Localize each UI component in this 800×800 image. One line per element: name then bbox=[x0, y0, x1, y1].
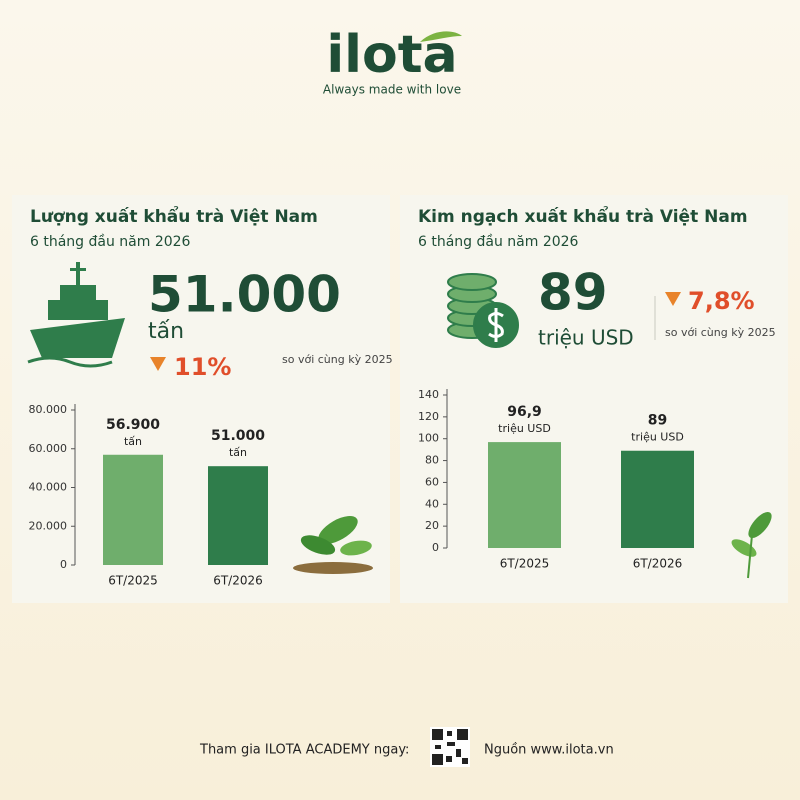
y-tick-label: 140 bbox=[418, 388, 439, 401]
down-arrow bbox=[665, 292, 681, 306]
value-label: 89 bbox=[648, 413, 667, 429]
headline-unit: tấn bbox=[148, 319, 184, 344]
panel bbox=[400, 195, 788, 603]
headline-comparison: so với cùng kỳ 2025 bbox=[282, 353, 393, 366]
y-tick-label: 60.000 bbox=[29, 442, 68, 455]
y-tick-label: 40.000 bbox=[29, 481, 68, 494]
y-tick-label: 120 bbox=[418, 410, 439, 423]
headline-unit: triệu USD bbox=[538, 326, 634, 350]
y-tick-label: 0 bbox=[432, 541, 439, 554]
panel-title: Kim ngạch xuất khẩu trà Việt Nam bbox=[418, 205, 748, 227]
x-tick-label: 6T/2025 bbox=[500, 557, 550, 571]
y-tick-label: 0 bbox=[60, 558, 67, 571]
coins-icon bbox=[447, 273, 519, 348]
panel-title: Lượng xuất khẩu trà Việt Nam bbox=[30, 205, 318, 227]
value-label: 96,9 bbox=[507, 404, 542, 420]
qr-code bbox=[430, 727, 470, 767]
logo-leaf bbox=[420, 31, 462, 42]
value-label: 56.900 bbox=[106, 417, 160, 433]
tea-leaves bbox=[293, 511, 772, 579]
value-unit: triệu USD bbox=[631, 431, 684, 444]
headline-value: 89 bbox=[538, 264, 608, 322]
y-tick-label: 80.000 bbox=[29, 403, 68, 416]
y-tick-label: 20.000 bbox=[29, 519, 68, 532]
down-arrow bbox=[150, 357, 166, 371]
x-tick-label: 6T/2026 bbox=[633, 557, 683, 571]
value-unit: triệu USD bbox=[498, 422, 551, 435]
footer-cta: Tham gia ILOTA ACADEMY ngay: bbox=[199, 743, 409, 758]
bar bbox=[621, 450, 694, 548]
value-label: 51.000 bbox=[211, 428, 265, 444]
headline-change: 11% bbox=[174, 353, 231, 381]
ship-icon bbox=[27, 262, 125, 368]
tagline: Always made with love bbox=[323, 83, 461, 97]
headline-change: 7,8% bbox=[688, 287, 755, 315]
y-tick-label: 60 bbox=[425, 475, 439, 488]
x-tick-label: 6T/2026 bbox=[213, 574, 263, 588]
panel-subtitle: 6 tháng đầu năm 2026 bbox=[418, 234, 579, 250]
value-unit: tấn bbox=[124, 435, 142, 448]
panel-subtitle: 6 tháng đầu năm 2026 bbox=[30, 234, 191, 250]
y-tick-label: 20 bbox=[425, 519, 439, 532]
x-tick-label: 6T/2025 bbox=[108, 574, 158, 588]
headline-comparison: so với cùng kỳ 2025 bbox=[665, 326, 776, 339]
bar bbox=[488, 442, 561, 548]
bar bbox=[103, 454, 163, 565]
y-tick-label: 40 bbox=[425, 497, 439, 510]
value-unit: tấn bbox=[229, 446, 247, 459]
headline-value: 51.000 bbox=[148, 266, 341, 324]
y-tick-label: 80 bbox=[425, 454, 439, 467]
bar bbox=[208, 466, 268, 565]
y-tick-label: 100 bbox=[418, 432, 439, 445]
footer-source: Nguồn www.ilota.vn bbox=[484, 743, 614, 758]
